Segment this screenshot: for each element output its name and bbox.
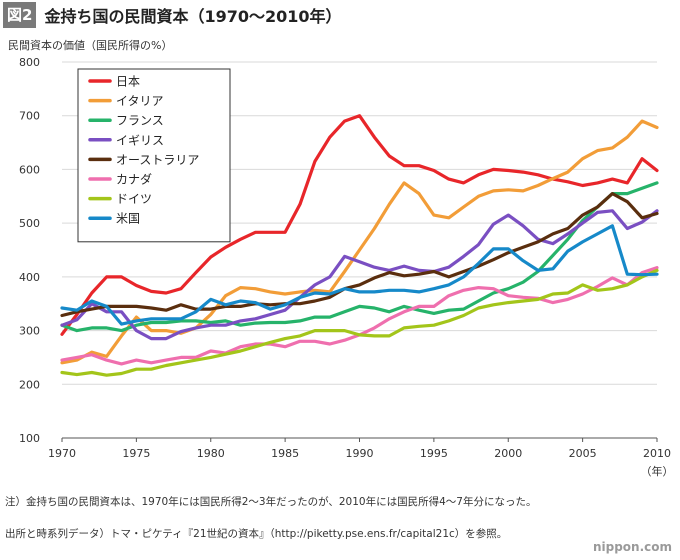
- legend-label: 米国: [116, 212, 140, 226]
- site-logo: nippon.com: [592, 540, 672, 554]
- x-tick-label: 2000: [494, 447, 522, 460]
- x-tick-label: 1995: [420, 447, 448, 460]
- x-tick-label: 1980: [197, 447, 225, 460]
- y-tick-label: 200: [19, 378, 40, 391]
- series-line-カナダ: [60, 266, 659, 366]
- y-tick-label: 300: [19, 325, 40, 338]
- legend-label: イタリア: [116, 94, 164, 108]
- series-line-ドイツ: [60, 268, 659, 377]
- x-tick-label: 1970: [48, 447, 76, 460]
- legend-label: フランス: [116, 114, 164, 128]
- y-tick-label: 100: [19, 432, 40, 445]
- line-chart: 100 200 300 400 500 600 700 800 1970 1975 1980 1985…: [19, 56, 674, 478]
- x-tick-label: 2010: [643, 447, 671, 460]
- y-tick-label: 500: [19, 217, 40, 230]
- legend-label: カナダ: [116, 172, 152, 187]
- legend-label: ドイツ: [116, 192, 152, 206]
- figure-badge: 図2: [3, 2, 37, 28]
- legend-box: [77, 68, 231, 243]
- series-line-イタリア: [60, 119, 659, 365]
- series-line-フランス: [60, 181, 659, 333]
- x-axis-unit: （年）: [641, 464, 674, 478]
- source-note: 出所と時系列データ）トマ・ピケティ『21世紀の資本』（http://pikett…: [5, 528, 508, 540]
- x-tick-label: 1975: [122, 447, 150, 460]
- y-tick-label: 400: [19, 271, 40, 284]
- y-tick-label: 700: [19, 110, 40, 123]
- series-line-米国: [60, 224, 659, 326]
- legend-label: 日本: [116, 75, 140, 89]
- legend-label: オーストラリア: [116, 153, 199, 167]
- header: 図2 金持ち国の民間資本（1970〜2010年）: [0, 0, 680, 30]
- y-tick-label: 600: [19, 163, 40, 176]
- chart-title: 金持ち国の民間資本（1970〜2010年）: [44, 7, 342, 26]
- legend-label: イギリス: [116, 133, 164, 147]
- series-line-日本: [60, 114, 659, 336]
- x-tick-label: 2005: [569, 447, 597, 460]
- x-tick-label: 1990: [346, 447, 374, 460]
- series-line-オーストラリア: [60, 192, 659, 318]
- x-tick-label: 1985: [271, 447, 299, 460]
- footnote: 注）金持ち国の民間資本は、1970年には国民所得2〜3年だったのが、2010年に…: [5, 496, 537, 508]
- y-tick-label: 800: [19, 56, 40, 69]
- series-line-イギリス: [60, 209, 659, 341]
- y-axis-unit-label: 民間資本の価値（国民所得の%）: [8, 39, 173, 52]
